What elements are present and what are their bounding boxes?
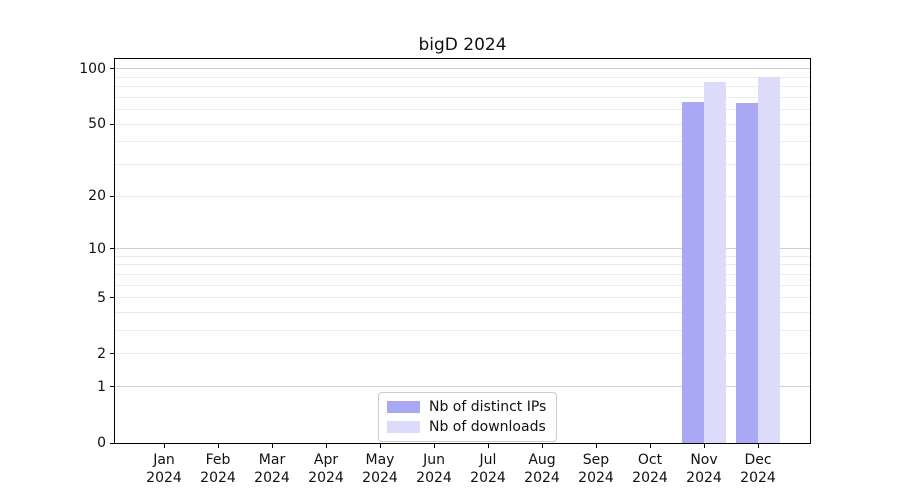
bar-distinct-ips xyxy=(736,103,758,443)
x-tick-year: 2024 xyxy=(686,470,722,486)
legend-swatch-distinct-ips xyxy=(387,401,420,413)
legend-swatch-downloads xyxy=(387,421,420,433)
x-tick-label: Aug 2024 xyxy=(510,451,574,487)
x-axis-tick xyxy=(596,444,597,448)
x-axis-tick xyxy=(650,444,651,448)
y-tick-label: 10 xyxy=(88,240,106,257)
legend: Nb of distinct IPs Nb of downloads xyxy=(378,392,558,442)
x-axis-tick xyxy=(488,444,489,448)
gridline-minor xyxy=(115,196,810,197)
gridline-minor xyxy=(115,312,810,313)
x-axis-tick xyxy=(272,444,273,448)
gridline-major xyxy=(115,68,810,69)
x-axis-tick xyxy=(326,444,327,448)
gridline-minor xyxy=(115,353,810,354)
y-axis-tick xyxy=(110,196,114,197)
x-tick-label: Apr 2024 xyxy=(294,451,358,487)
x-tick-month: Jan xyxy=(153,452,175,468)
x-tick-year: 2024 xyxy=(416,470,452,486)
x-tick-month: Jun xyxy=(423,452,445,468)
legend-item-distinct-ips: Nb of distinct IPs xyxy=(387,399,546,415)
x-tick-label: Sep 2024 xyxy=(564,451,628,487)
x-tick-year: 2024 xyxy=(362,470,398,486)
x-tick-label: Jun 2024 xyxy=(402,451,466,487)
gridline-minor xyxy=(115,274,810,275)
x-tick-year: 2024 xyxy=(254,470,290,486)
x-tick-month: Oct xyxy=(637,452,663,468)
x-axis-tick xyxy=(164,444,165,448)
x-tick-year: 2024 xyxy=(146,470,182,486)
x-axis-tick xyxy=(218,444,219,448)
x-tick-year: 2024 xyxy=(200,470,236,486)
x-tick-month: Dec xyxy=(744,452,772,468)
bar-distinct-ips xyxy=(682,102,704,443)
x-tick-label: Jan 2024 xyxy=(132,451,196,487)
x-tick-month: Apr xyxy=(313,452,339,468)
x-tick-label: Jul 2024 xyxy=(456,451,520,487)
y-axis-tick xyxy=(110,68,114,69)
y-tick-label: 1 xyxy=(97,378,106,395)
gridline-minor xyxy=(115,297,810,298)
x-tick-month: Mar xyxy=(258,452,286,468)
gridline-minor xyxy=(115,124,810,125)
gridline-minor xyxy=(115,97,810,98)
x-tick-month: Sep xyxy=(582,452,610,468)
gridline-minor xyxy=(115,141,810,142)
y-axis-tick xyxy=(110,124,114,125)
y-tick-label: 5 xyxy=(97,289,106,306)
bar-downloads xyxy=(704,81,726,443)
y-tick-label: 50 xyxy=(88,116,106,133)
y-axis-tick xyxy=(110,248,114,249)
y-axis-tick xyxy=(110,353,114,354)
y-axis-tick xyxy=(110,443,114,444)
gridline-minor xyxy=(115,256,810,257)
x-tick-label: May 2024 xyxy=(348,451,412,487)
x-axis-tick xyxy=(542,444,543,448)
x-tick-label: Oct 2024 xyxy=(618,451,682,487)
legend-label-downloads: Nb of downloads xyxy=(429,419,546,435)
x-tick-year: 2024 xyxy=(308,470,344,486)
x-tick-label: Nov 2024 xyxy=(672,451,736,487)
y-tick-label: 100 xyxy=(79,60,106,77)
legend-item-downloads: Nb of downloads xyxy=(387,419,546,435)
x-tick-month: Jul xyxy=(479,452,497,468)
x-tick-label: Mar 2024 xyxy=(240,451,304,487)
x-axis-tick xyxy=(758,444,759,448)
gridline-minor xyxy=(115,285,810,286)
legend-label-distinct-ips: Nb of distinct IPs xyxy=(429,399,547,415)
gridline-major xyxy=(115,248,810,249)
x-tick-month: May xyxy=(365,452,395,468)
y-tick-label: 20 xyxy=(88,188,106,205)
x-tick-year: 2024 xyxy=(740,470,776,486)
gridline-major xyxy=(115,386,810,387)
x-axis-tick xyxy=(380,444,381,448)
plot-area xyxy=(114,58,811,444)
chart-title: bigD 2024 xyxy=(418,35,507,55)
y-axis-tick xyxy=(110,297,114,298)
gridline-minor xyxy=(115,264,810,265)
gridline-minor xyxy=(115,164,810,165)
x-tick-month: Feb xyxy=(205,452,231,468)
x-tick-year: 2024 xyxy=(470,470,506,486)
gridline-minor xyxy=(115,330,810,331)
y-tick-label: 0 xyxy=(97,435,106,451)
x-tick-year: 2024 xyxy=(632,470,668,486)
gridline-minor xyxy=(115,77,810,78)
x-tick-month: Aug xyxy=(528,452,556,468)
x-tick-label: Feb 2024 xyxy=(186,451,250,487)
gridline-minor xyxy=(115,109,810,110)
x-axis-tick xyxy=(434,444,435,448)
gridline-minor xyxy=(115,86,810,87)
y-axis-tick xyxy=(110,386,114,387)
x-tick-month: Nov xyxy=(690,452,718,468)
y-tick-label: 2 xyxy=(97,345,106,362)
bar-downloads xyxy=(758,77,780,443)
x-axis-tick xyxy=(704,444,705,448)
x-tick-label: Dec 2024 xyxy=(726,451,790,487)
x-tick-year: 2024 xyxy=(578,470,614,486)
x-tick-year: 2024 xyxy=(524,470,560,486)
